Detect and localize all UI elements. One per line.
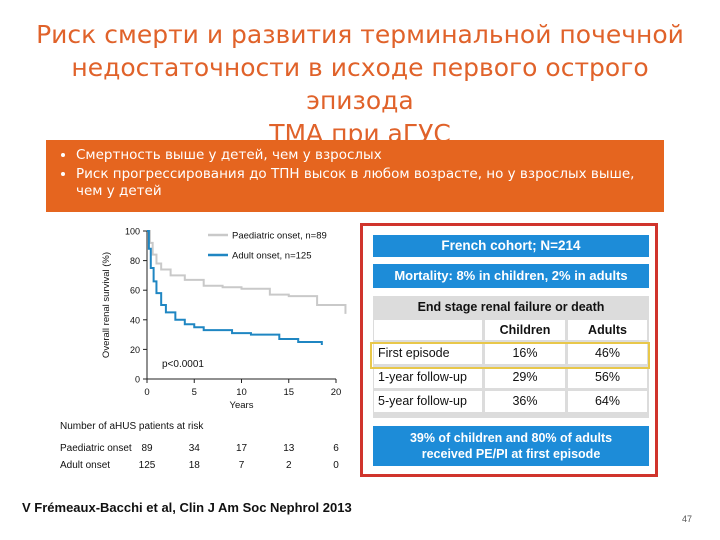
y-tick-label: 20 <box>130 345 140 355</box>
legend-label: Adult onset, n=125 <box>232 251 312 262</box>
risk-count: 0 <box>333 460 339 471</box>
risk-count: 89 <box>141 443 153 454</box>
x-tick-label: 0 <box>144 387 149 398</box>
x-tick-label: 5 <box>192 387 197 398</box>
treatment-line-1: 39% of children and 80% of adults <box>409 431 613 445</box>
cohort-header: French cohort; N=214 <box>373 235 649 257</box>
cell-adults: 56% <box>568 367 647 388</box>
bullet-item: Смертность выше у детей, чем у взрослых <box>76 147 654 164</box>
y-tick-label: 40 <box>130 315 140 325</box>
first-episode-highlight <box>370 342 650 369</box>
risk-row-label: Adult onset <box>60 460 110 471</box>
mortality-banner: Mortality: 8% in children, 2% in adults <box>373 264 649 288</box>
cell-children: 36% <box>485 391 565 412</box>
title-line-2: недостаточности в исходе первого острого… <box>71 53 649 115</box>
treatment-banner: 39% of children and 80% of adults receiv… <box>373 426 649 466</box>
risk-count: 17 <box>236 443 248 454</box>
slide-title: Риск смерти и развития терминальной поче… <box>20 18 700 150</box>
row-label: 5-year follow-up <box>374 391 482 412</box>
esrf-table: End stage renal failure or death Childre… <box>373 296 649 418</box>
x-tick-label: 10 <box>236 387 247 398</box>
cell-children: 29% <box>485 367 565 388</box>
treatment-line-2: received PE/PI at first episode <box>421 447 601 461</box>
bullet-item: Риск прогрессирования до ТПН высок в люб… <box>76 166 654 200</box>
x-tick-label: 15 <box>283 387 294 398</box>
page-number: 47 <box>681 514 692 524</box>
esrf-table-title: End stage renal failure or death <box>417 300 605 314</box>
p-value-annotation: p<0.0001 <box>162 359 204 370</box>
risk-table-title: Number of aHUS patients at risk <box>60 421 204 432</box>
risk-count: 18 <box>189 460 201 471</box>
bullet-list: Смертность выше у детей, чем у взрослых … <box>54 147 654 200</box>
x-tick-label: 20 <box>331 387 342 398</box>
adult-curve <box>147 230 323 345</box>
title-line-1: Риск смерти и развития терминальной поче… <box>36 20 684 49</box>
risk-count: 6 <box>333 443 339 454</box>
column-header-children: Children <box>485 320 565 340</box>
bullet-box: Смертность выше у детей, чем у взрослых … <box>46 140 664 212</box>
cell-children: 16% <box>485 343 565 364</box>
legend-label: Paediatric onset, n=89 <box>232 231 327 242</box>
empty-header-cell <box>374 320 482 340</box>
risk-count: 2 <box>286 460 292 471</box>
y-tick-label: 100 <box>125 227 140 237</box>
cohort-table-panel: French cohort; N=214 Mortality: 8% in ch… <box>360 223 658 477</box>
risk-row-label: Paediatric onset <box>60 443 132 454</box>
cell-adults: 64% <box>568 391 647 412</box>
y-axis-label: Overall renal survival (%) <box>101 252 112 358</box>
row-label: First episode <box>374 343 482 364</box>
x-axis-label: Years <box>230 400 254 411</box>
risk-count: 125 <box>139 460 156 471</box>
y-tick-label: 60 <box>130 286 140 296</box>
risk-count: 7 <box>239 460 245 471</box>
risk-count: 13 <box>283 443 295 454</box>
column-header-adults: Adults <box>568 320 647 340</box>
row-label: 1-year follow-up <box>374 367 482 388</box>
citation: V Frémeaux-Bacchi et al, Clin J Am Soc N… <box>22 500 352 515</box>
y-tick-label: 80 <box>130 256 140 266</box>
risk-count: 34 <box>189 443 201 454</box>
cell-adults: 46% <box>568 343 647 364</box>
paediatric-curve <box>147 230 347 314</box>
y-tick-label: 0 <box>135 375 140 385</box>
